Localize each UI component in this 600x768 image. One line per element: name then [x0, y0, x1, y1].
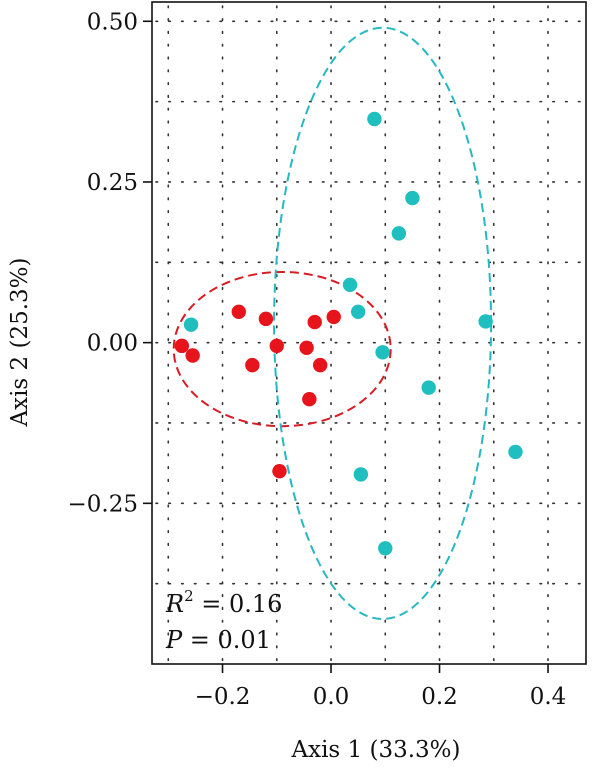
data-point [405, 190, 420, 206]
p-value-annotation: P = 0.01 [165, 626, 271, 654]
p-value-symbol: P [165, 626, 183, 654]
data-point [183, 317, 199, 332]
grid [155, 5, 585, 663]
x-tick-label: 0.4 [530, 684, 567, 710]
data-point [302, 392, 317, 407]
data-point [353, 467, 369, 482]
r-squared-symbol: R [165, 590, 184, 618]
data-points [174, 111, 523, 556]
x-tick-label: 0.0 [313, 684, 350, 710]
data-point [478, 314, 493, 329]
y-tick-label: 0.00 [87, 331, 138, 357]
data-point [350, 304, 366, 319]
x-axis-title: Axis 1 (33.3%) [290, 737, 460, 763]
data-point [378, 541, 393, 556]
data-point [367, 111, 382, 127]
y-axis-title: Axis 2 (25.3%) [7, 257, 33, 427]
y-tick-label: −0.25 [68, 491, 138, 517]
plot-frame [151, 1, 587, 665]
data-point [299, 340, 314, 355]
data-point [342, 277, 358, 292]
x-tick-label: 0.2 [421, 684, 458, 710]
data-point [185, 348, 200, 363]
confidence-ellipse [172, 270, 392, 428]
data-point [391, 226, 407, 241]
data-point [258, 311, 274, 327]
data-point [326, 309, 341, 325]
y-tick-label: 0.25 [87, 170, 138, 196]
r-squared-value: = 0.16 [194, 590, 283, 618]
y-axis-ticks: −0.25 0.00 0.25 0.50 [68, 9, 152, 517]
confidence-ellipse [273, 26, 493, 621]
data-point [307, 314, 322, 330]
data-point [245, 357, 260, 373]
data-point [312, 357, 328, 373]
data-point [272, 463, 287, 479]
data-point [269, 338, 284, 354]
data-point [421, 380, 436, 395]
data-point [174, 338, 190, 354]
r-squared-exponent: 2 [184, 587, 194, 605]
y-tick-label: 0.50 [87, 9, 138, 35]
x-tick-label: −0.2 [195, 684, 251, 710]
x-axis-ticks: −0.2 0.0 0.2 0.4 [195, 664, 567, 710]
p-value-value: = 0.01 [182, 626, 271, 654]
data-point [508, 444, 523, 460]
data-point [231, 304, 246, 319]
data-point [375, 345, 390, 360]
r-squared-annotation: R2 = 0.16 [165, 587, 282, 618]
